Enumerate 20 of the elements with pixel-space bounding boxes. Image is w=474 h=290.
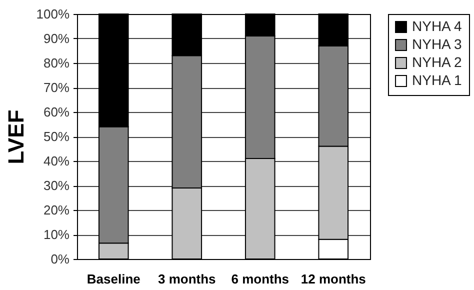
y-tick-label: 50%	[43, 129, 70, 144]
y-tick-label: 20%	[43, 202, 70, 218]
y-tick-label: 0%	[50, 252, 70, 266]
y-tick-label: 100%	[36, 6, 70, 22]
y-axis-title: LVEF	[3, 110, 28, 164]
y-tick-label: 60%	[43, 104, 70, 120]
y-tick-label: 90%	[43, 31, 70, 46]
legend-label: NYHA 3	[412, 36, 462, 52]
y-tick-label: 40%	[43, 154, 70, 168]
legend-label: NYHA 2	[412, 54, 462, 70]
x-tick-label: 3 months	[158, 272, 216, 286]
y-tick-label: 70%	[43, 80, 70, 95]
x-tick-label: Baseline	[86, 272, 140, 286]
y-tick-label: 10%	[43, 227, 70, 242]
x-tick-label: 12 months	[300, 272, 366, 286]
y-tick-label: 80%	[43, 56, 70, 70]
x-tick-label: 6 months	[231, 272, 290, 286]
legend-label: NYHA 1	[412, 72, 462, 88]
legend-label: NYHA 4	[412, 18, 462, 34]
y-tick-label: 30%	[43, 178, 70, 193]
